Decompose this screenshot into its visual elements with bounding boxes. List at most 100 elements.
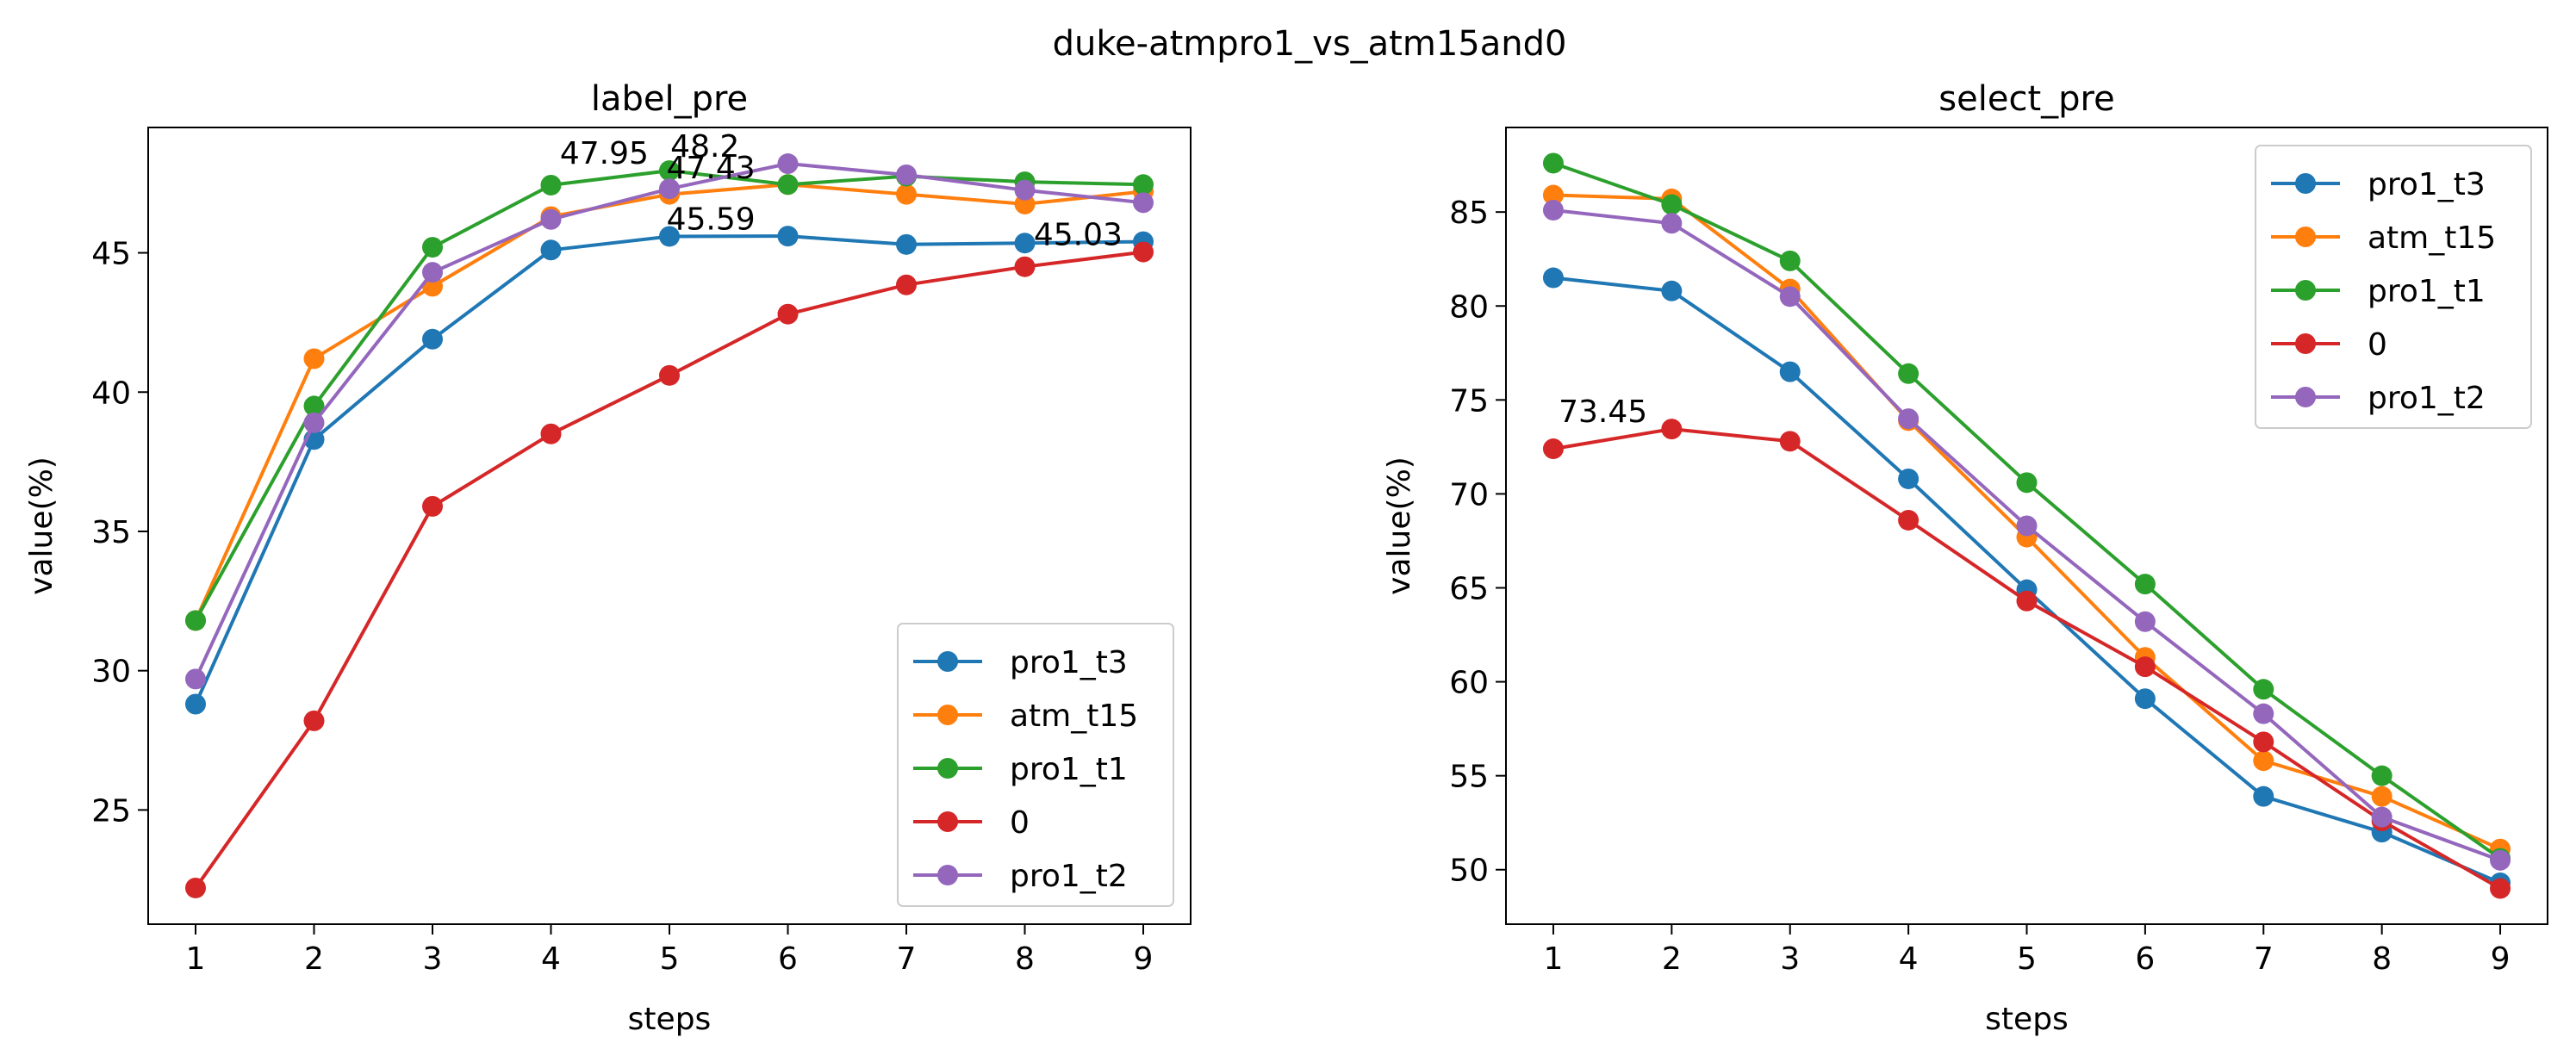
x-tick-label: 7	[2254, 941, 2274, 977]
legend-label: pro1_t1	[2368, 274, 2486, 309]
legend-box	[897, 623, 1174, 907]
y-tick-label: 80	[1449, 289, 1489, 325]
data-point-pro1_t1	[777, 174, 799, 196]
data-point-0	[1133, 241, 1154, 263]
legend-marker	[937, 758, 958, 779]
data-point-0	[1014, 256, 1036, 277]
x-tick-label: 4	[541, 941, 561, 977]
data-point-pro1_t2	[422, 262, 443, 283]
legend-label: atm_t15	[2368, 220, 2496, 256]
data-point-0	[777, 303, 799, 325]
data-point-pro1_t1	[1898, 363, 1920, 384]
select-pre-chart: select_pre 1 2 3 4 5 6 7 8 9 50 55 60 65 70 75 80 85 steps…	[1382, 79, 2548, 1037]
data-point-0	[2253, 731, 2274, 753]
data-point-pro1_t3	[2253, 786, 2274, 807]
y-tick-label: 65	[1449, 571, 1489, 606]
x-tick-label: 3	[1780, 941, 1800, 977]
legend-box	[2255, 145, 2532, 429]
x-tick-label: 1	[1544, 941, 1564, 977]
y-tick-label: 70	[1449, 477, 1489, 512]
y-tick-label: 75	[1449, 383, 1489, 419]
legend-marker	[937, 811, 958, 832]
data-point-atm_t15	[2371, 786, 2392, 807]
data-point-pro1_t2	[1542, 199, 1564, 220]
data-point-atm_t15	[1542, 184, 1564, 206]
x-tick-label: 1	[186, 941, 206, 977]
x-axis-label: steps	[628, 1002, 712, 1037]
y-tick-label: 55	[1449, 760, 1489, 795]
data-point-pro1_t1	[2253, 679, 2274, 700]
data-annotation: 73.45	[1559, 394, 1647, 430]
data-point-0	[2134, 656, 2156, 678]
data-point-pro1_t3	[540, 239, 562, 261]
data-annotation: 47.43	[667, 151, 756, 186]
data-point-pro1_t2	[2490, 849, 2511, 871]
data-point-pro1_t2	[1898, 408, 1920, 430]
data-annotation: 47.95	[560, 136, 649, 171]
data-point-pro1_t2	[2253, 703, 2274, 724]
data-point-pro1_t1	[2371, 765, 2392, 786]
x-tick-label: 8	[2372, 941, 2392, 977]
series-line-atm_t15	[194, 183, 1144, 622]
legend-marker	[2295, 333, 2316, 354]
data-point-0	[1542, 438, 1564, 460]
legend-label: pro1_t3	[1010, 645, 1128, 680]
data-point-0	[303, 710, 325, 731]
legend: pro1_t3 atm_t15 pro1_t1 0 pro1_t2	[2255, 145, 2532, 429]
data-point-pro1_t1	[1133, 174, 1154, 196]
y-tick-label: 40	[91, 376, 131, 411]
data-annotation: 45.03	[1034, 218, 1123, 253]
data-point-atm_t15	[303, 348, 325, 370]
x-tick-label: 7	[897, 941, 917, 977]
data-point-pro1_t1	[1542, 152, 1564, 174]
x-tick-label: 6	[778, 941, 798, 977]
data-point-pro1_t2	[896, 164, 917, 185]
data-point-0	[896, 274, 917, 295]
x-tick-label: 2	[304, 941, 324, 977]
y-tick-label: 50	[1449, 854, 1489, 889]
data-annotation: 48.2	[670, 129, 739, 165]
data-point-pro1_t3	[1661, 280, 1683, 301]
subplot-title: label_pre	[591, 79, 748, 119]
data-point-pro1_t1	[185, 610, 206, 631]
y-tick-label: 85	[1449, 196, 1489, 231]
x-tick-label: 9	[1134, 941, 1154, 977]
data-point-pro1_t3	[777, 226, 799, 247]
x-axis-label: steps	[1985, 1002, 2069, 1037]
data-point-pro1_t3	[1014, 233, 1036, 254]
y-tick-label: 25	[91, 793, 131, 829]
y-axis-label: value(%)	[1382, 456, 1417, 595]
data-point-atm_t15	[896, 183, 917, 205]
data-point-pro1_t2	[1014, 179, 1036, 201]
data-point-0	[2016, 590, 2038, 612]
data-point-pro1_t1	[1661, 194, 1683, 215]
data-point-0	[185, 877, 206, 898]
legend-label: pro1_t2	[1010, 859, 1128, 894]
legend-label: pro1_t2	[2368, 381, 2486, 416]
y-tick-label: 45	[91, 237, 131, 272]
data-point-pro1_t2	[2371, 806, 2392, 828]
x-tick-label: 8	[1015, 941, 1035, 977]
data-point-0	[659, 364, 680, 386]
data-point-pro1_t2	[185, 668, 206, 690]
y-tick-label: 30	[91, 655, 131, 690]
legend-marker	[937, 651, 958, 672]
data-point-pro1_t2	[540, 208, 562, 230]
legend-marker	[2295, 173, 2316, 194]
data-point-0	[540, 423, 562, 444]
legend: pro1_t3 atm_t15 pro1_t1 0 pro1_t2	[897, 623, 1174, 907]
data-point-pro1_t1	[2016, 472, 2038, 494]
data-point-pro1_t1	[303, 395, 325, 417]
data-point-pro1_t1	[1779, 250, 1801, 271]
y-tick-label: 35	[91, 515, 131, 550]
x-tick-label: 3	[423, 941, 443, 977]
data-point-pro1_t1	[2134, 574, 2156, 595]
data-point-pro1_t2	[659, 178, 680, 200]
data-point-pro1_t3	[185, 693, 206, 715]
data-point-pro1_t2	[1133, 192, 1154, 214]
x-tick-label: 9	[2491, 941, 2511, 977]
series-line-0	[1552, 427, 2501, 891]
legend-label: pro1_t1	[1010, 752, 1128, 787]
